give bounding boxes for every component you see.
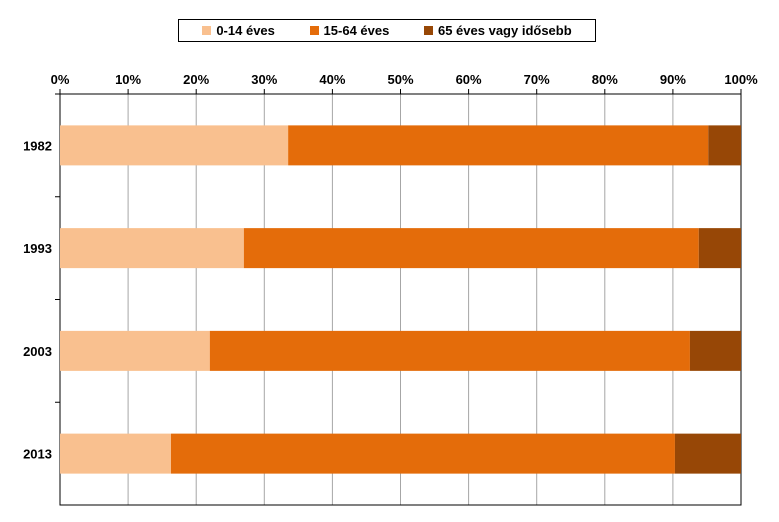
legend-swatch-15-64 bbox=[309, 26, 319, 35]
bar-1982-series-1 bbox=[288, 125, 709, 166]
x-tick-label: 50% bbox=[387, 72, 413, 87]
legend-label-15-64: 15-64 éves bbox=[323, 23, 390, 38]
bar-2003-series-1 bbox=[209, 330, 690, 371]
chart-legend: 0-14 éves 15-64 éves 65 éves vagy időseb… bbox=[178, 19, 596, 42]
x-tick-label: 0% bbox=[51, 72, 70, 87]
bar-1982-series-0 bbox=[60, 125, 289, 166]
x-tick-label: 60% bbox=[456, 72, 482, 87]
x-tick-label: 70% bbox=[524, 72, 550, 87]
legend-swatch-0-14 bbox=[202, 26, 212, 35]
bar-2013-series-1 bbox=[171, 433, 675, 474]
legend-label-65plus: 65 éves vagy idősebb bbox=[437, 23, 572, 38]
bar-1993-series-1 bbox=[243, 228, 699, 269]
legend-label-0-14: 0-14 éves bbox=[216, 23, 275, 38]
y-category-label: 1993 bbox=[23, 241, 52, 256]
legend-item-0-14: 0-14 éves bbox=[202, 23, 275, 38]
x-tick-label: 20% bbox=[183, 72, 209, 87]
x-tick-label: 10% bbox=[115, 72, 141, 87]
y-category-label: 1982 bbox=[23, 138, 52, 153]
bar-1993-series-2 bbox=[698, 228, 741, 269]
bar-2003-series-0 bbox=[60, 330, 210, 371]
x-tick-label: 30% bbox=[251, 72, 277, 87]
y-category-label: 2013 bbox=[23, 447, 52, 462]
legend-item-15-64: 15-64 éves bbox=[309, 23, 390, 38]
y-category-label: 2003 bbox=[23, 344, 52, 359]
bar-2013-series-0 bbox=[60, 433, 172, 474]
x-tick-label: 80% bbox=[592, 72, 618, 87]
x-tick-label: 100% bbox=[724, 72, 758, 87]
bar-1993-series-0 bbox=[60, 228, 244, 269]
legend-item-65plus: 65 éves vagy idősebb bbox=[423, 23, 572, 38]
bar-2003-series-2 bbox=[689, 330, 741, 371]
x-tick-label: 40% bbox=[319, 72, 345, 87]
bar-2013-series-2 bbox=[674, 433, 741, 474]
legend-swatch-65plus bbox=[423, 26, 433, 35]
bar-1982-series-2 bbox=[708, 125, 741, 166]
x-tick-label: 90% bbox=[660, 72, 686, 87]
